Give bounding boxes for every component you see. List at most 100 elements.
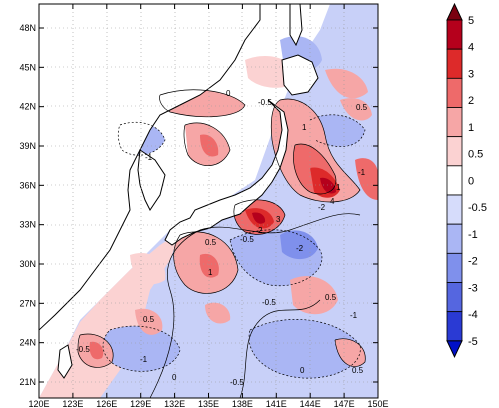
colorbar-segment <box>446 282 463 313</box>
field-positive-4 <box>135 308 163 335</box>
colorbar-segment <box>446 194 463 225</box>
field-positive-north-5 <box>325 68 368 99</box>
colorbar-label: -3 <box>468 282 478 294</box>
field-layer: 0 -0.5 1 -1 0.5 -2 -0.5 0.5 -1 1 0.5 -0.… <box>39 4 378 398</box>
field-positive-east-2 <box>340 98 372 121</box>
lat-tick-label: 27N <box>19 298 36 308</box>
contour-label: -1 <box>145 153 153 162</box>
contour-label: -1 <box>140 355 148 364</box>
contour-zero-2 <box>199 213 361 234</box>
lon-tick-label: 129E <box>130 399 151 408</box>
contour-label: 4 <box>330 197 335 206</box>
lon-tick-label: 123E <box>62 399 83 408</box>
colorbar-segment <box>446 19 463 50</box>
contour-lines <box>77 89 366 398</box>
lon-tick-label: 120E <box>28 399 49 408</box>
colorbar-segment <box>446 136 463 167</box>
contour-label-group: 0 -0.5 1 -1 0.5 -2 -0.5 0.5 -1 1 0.5 -0.… <box>76 89 368 387</box>
lon-tick-label: 126E <box>96 399 117 408</box>
field-positive-2 <box>290 276 338 315</box>
contour-label: 1 <box>336 183 341 192</box>
colorbar-label: 0 <box>468 175 474 187</box>
contour-label: 0.5 <box>352 366 364 375</box>
lat-tick-label: 45N <box>19 62 36 72</box>
contour-pos-1 <box>173 231 239 294</box>
contour-dash-5 <box>309 114 366 147</box>
lat-tick-label: 39N <box>19 141 36 151</box>
latitude-axis: 48N 45N 42N 39N 36N 33N 30N 27N 24N 21N <box>19 23 378 387</box>
lat-tick-label: 24N <box>19 338 36 348</box>
sakhalin <box>289 4 303 47</box>
contour-label: -2 <box>318 203 326 212</box>
land-layer <box>39 4 319 379</box>
lat-tick-label: 30N <box>19 259 36 269</box>
lat-tick-label: 36N <box>19 180 36 190</box>
lon-tick-label: 141E <box>266 399 287 408</box>
contour-label: -0.5 <box>230 378 244 387</box>
contour-label: 3 <box>276 215 281 224</box>
contour-label: -0.5 <box>240 235 254 244</box>
colorbar-label: 5 <box>468 15 474 27</box>
colorbar: 5 4 3 2 1 0.5 0 -0.5 -1 -2 -3 -4 -5 <box>446 2 487 359</box>
field-negative-medium-3 <box>103 326 180 372</box>
japan-main-islands <box>164 99 289 246</box>
colorbar-label: 2 <box>468 95 474 107</box>
contour-label: 1 <box>208 268 213 277</box>
contour-pos-6 <box>334 338 366 367</box>
contour-pos-7 <box>159 89 246 118</box>
gridlines <box>39 4 378 398</box>
colorbar-segment <box>446 107 463 138</box>
contour-pos-5 <box>77 333 114 368</box>
contour-label: -2 <box>296 244 304 253</box>
colorbar-label: 0.5 <box>468 149 483 161</box>
colorbar-top-arrow <box>446 2 463 21</box>
colorbar-label: 4 <box>468 42 474 54</box>
colorbar-segment <box>446 252 463 283</box>
taiwan <box>57 344 73 379</box>
contour-label: -0.5 <box>76 345 90 354</box>
contour-label: 2 <box>258 226 263 235</box>
colorbar-label: 1 <box>468 122 474 134</box>
contour-pos-3 <box>293 143 337 195</box>
lon-tick-label: 144E <box>300 399 321 408</box>
lat-tick-label: 21N <box>19 377 36 387</box>
colorbar-label: -0.5 <box>468 202 487 214</box>
longitude-axis: 120E 123E 126E 129E 132E 135E 138E 141E 144E 147E… <box>28 4 389 408</box>
colorbar-segment <box>446 77 463 108</box>
contour-label: 0 <box>300 366 305 375</box>
lat-tick-label: 33N <box>19 220 36 230</box>
japan-hokkaido <box>281 54 319 96</box>
contour-label: 0.5 <box>356 103 368 112</box>
asian-mainland <box>39 4 261 331</box>
contour-label: -0.5 <box>262 298 276 307</box>
colorbar-segment <box>446 48 463 79</box>
field-positive-east-1 <box>355 158 378 200</box>
field-negative-medium-2 <box>249 319 361 379</box>
contour-label: 0.5 <box>205 238 217 247</box>
colorbar-label: 3 <box>468 68 474 80</box>
colorbar-label: -1 <box>468 229 478 241</box>
contour-zero-1 <box>149 229 201 398</box>
lon-tick-label: 132E <box>164 399 185 408</box>
contour-dash-4 <box>117 121 166 156</box>
contour-dash-3 <box>102 325 181 372</box>
lon-tick-label: 147E <box>334 399 355 408</box>
contour-zero-3 <box>239 299 321 398</box>
contour-pos-4 <box>233 199 286 235</box>
lon-tick-label: 150E <box>367 399 388 408</box>
colorbar-segment <box>446 223 463 254</box>
colorbar-segment <box>446 165 463 196</box>
contour-label: -1 <box>358 168 366 177</box>
contour-dash-2 <box>248 319 361 379</box>
field-positive-3-core <box>89 341 104 360</box>
korean-peninsula <box>137 149 166 211</box>
contour-label: -1 <box>350 311 358 320</box>
lon-tick-label: 135E <box>198 399 219 408</box>
colorbar-segment <box>446 311 463 342</box>
field-positive-7 <box>130 252 166 285</box>
lat-tick-label: 42N <box>19 102 36 112</box>
colorbar-bottom-arrow <box>446 340 463 359</box>
field-negative-medium-5 <box>280 230 318 260</box>
contour-label: 0 <box>226 89 231 98</box>
